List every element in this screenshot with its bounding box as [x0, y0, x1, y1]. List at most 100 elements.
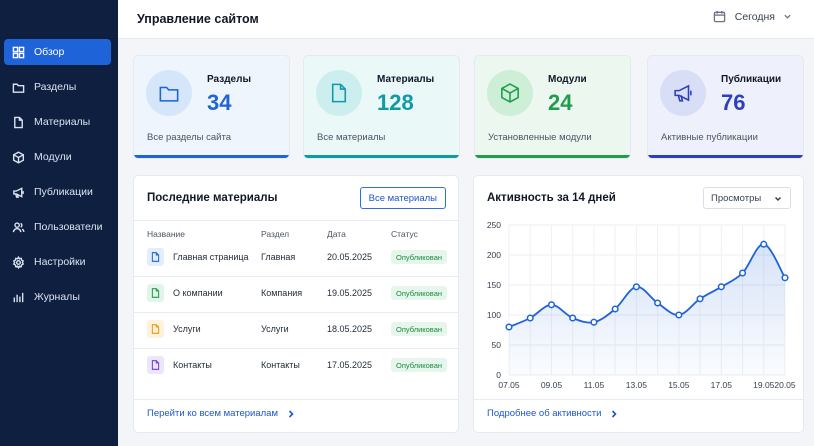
stat-accent-bar	[475, 155, 630, 158]
table-row[interactable]: Услуги Услуги 18.05.2025 Опубликован	[134, 312, 458, 349]
document-icon	[331, 83, 347, 103]
sidebar-item-label: Журналы	[34, 291, 80, 303]
sidebar-item-5[interactable]: Пользователи	[4, 214, 111, 240]
data-point	[569, 314, 577, 322]
stat-value: 76	[721, 90, 746, 115]
stat-value: 24	[548, 90, 573, 115]
recent-materials-panel: Последние материалы Все материалы Назван…	[133, 175, 459, 433]
date-filter-label: Сегодня	[734, 10, 775, 23]
sidebar-item-label: Обзор	[34, 46, 65, 58]
y-tick-label: 200	[487, 250, 501, 260]
divider	[134, 220, 458, 221]
column-header-name: Название	[147, 229, 185, 239]
stat-subtitle: Установленные модули	[488, 132, 592, 143]
sidebar-item-6[interactable]: Настройки	[4, 249, 111, 275]
row-date: 19.05.2025	[327, 288, 373, 298]
folder-icon	[12, 81, 25, 94]
status-badge: Опубликован	[391, 250, 448, 264]
calendar-icon	[713, 10, 726, 23]
data-point	[781, 274, 789, 282]
sidebar: Обзор Разделы Материалы Модули Публикации Пол…	[0, 0, 118, 446]
chevron-right-icon	[288, 409, 294, 418]
data-point	[696, 295, 704, 303]
sidebar-item-7[interactable]: Журналы	[4, 284, 111, 310]
cube-icon	[12, 150, 25, 164]
activity-details-link[interactable]: Подробнее об активности	[487, 408, 618, 419]
sidebar-item-label: Разделы	[34, 81, 77, 93]
divider	[134, 399, 458, 400]
users-icon	[12, 221, 25, 234]
row-name: Услуги	[173, 324, 201, 334]
stat-accent-bar	[304, 155, 459, 158]
sidebar-item-2[interactable]: Материалы	[4, 109, 111, 135]
data-point	[760, 240, 768, 248]
document-icon	[147, 248, 164, 266]
status-badge: Опубликован	[391, 358, 448, 372]
go-to-all-materials-label: Перейти ко всем материалам	[147, 408, 278, 419]
stat-accent-bar	[648, 155, 803, 158]
sidebar-item-label: Пользователи	[34, 221, 103, 233]
grid-icon	[12, 46, 25, 59]
data-point	[654, 299, 662, 307]
row-name: Главная страница	[173, 252, 249, 262]
row-divider	[134, 312, 458, 313]
sidebar-item-1[interactable]: Разделы	[4, 74, 111, 100]
data-point	[738, 269, 747, 277]
stat-card-2[interactable]: Модули 24 Установленные модули	[474, 55, 631, 159]
sidebar-item-label: Публикации	[34, 186, 93, 198]
folder-icon	[159, 86, 179, 102]
sidebar-item-0[interactable]: Обзор	[4, 39, 111, 65]
row-divider	[134, 348, 458, 349]
stat-label: Публикации	[721, 74, 782, 85]
stat-card-0[interactable]: Разделы 34 Все разделы сайта	[133, 55, 290, 159]
date-filter-dropdown[interactable]: Сегодня	[713, 10, 792, 23]
data-point	[611, 305, 619, 313]
metric-select[interactable]: Просмотры	[703, 187, 791, 209]
column-header-date: Дата	[327, 229, 346, 239]
data-point	[675, 311, 683, 319]
stat-card-1[interactable]: Материалы 128 Все материалы	[303, 55, 460, 159]
row-divider	[134, 276, 458, 277]
go-to-all-materials-link[interactable]: Перейти ко всем материалам	[147, 408, 295, 419]
x-tick-label: 09.05	[541, 380, 563, 390]
stat-subtitle: Все материалы	[317, 132, 386, 143]
row-date: 18.05.2025	[327, 324, 373, 334]
sidebar-item-label: Материалы	[34, 116, 91, 128]
sidebar-item-3[interactable]: Модули	[4, 144, 111, 170]
x-tick-label: 17.05	[711, 380, 733, 390]
data-point	[505, 323, 513, 331]
activity-details-label: Подробнее об активности	[487, 408, 602, 419]
table-row[interactable]: Главная страница Главная 20.05.2025 Опублик…	[134, 240, 458, 277]
document-icon	[147, 284, 164, 302]
table-row[interactable]: О компании Компания 19.05.2025 Опубликован	[134, 276, 458, 313]
stat-value: 34	[207, 90, 232, 115]
document-icon	[147, 320, 164, 338]
x-tick-label: 07.05	[498, 380, 520, 390]
page-title: Управление сайтом	[137, 12, 259, 26]
activity-chart: 0 50 100 150 200 250 07.05 09.05 11.05 13.05 15.05…	[487, 220, 796, 390]
x-tick-label: 20.05	[774, 380, 796, 390]
document-icon	[147, 356, 164, 374]
divider	[474, 399, 803, 400]
data-point	[526, 314, 534, 322]
megaphone-icon	[674, 84, 692, 102]
x-tick-label: 15.05	[668, 380, 690, 390]
sidebar-item-4[interactable]: Публикации	[4, 179, 111, 205]
y-tick-label: 0	[496, 370, 501, 380]
data-point	[547, 301, 556, 309]
stat-label: Материалы	[377, 74, 435, 85]
stat-icon-circle	[146, 70, 192, 116]
stat-subtitle: Активные публикации	[661, 132, 758, 143]
row-date: 20.05.2025	[327, 252, 373, 262]
table-row[interactable]: Контакты Контакты 17.05.2025 Опубликован	[134, 348, 458, 384]
stat-card-3[interactable]: Публикации 76 Активные публикации	[647, 55, 804, 159]
megaphone-icon	[12, 186, 25, 199]
all-materials-button[interactable]: Все материалы	[359, 187, 446, 209]
y-tick-label: 100	[487, 310, 501, 320]
status-badge: Опубликован	[391, 322, 448, 336]
y-tick-label: 150	[487, 280, 501, 290]
activity-panel: Активность за 14 дней Просмотры 0 50 100 15…	[473, 175, 804, 433]
data-point	[717, 283, 725, 291]
x-tick-label: 11.05	[584, 380, 605, 390]
activity-title: Активность за 14 дней	[487, 192, 616, 204]
